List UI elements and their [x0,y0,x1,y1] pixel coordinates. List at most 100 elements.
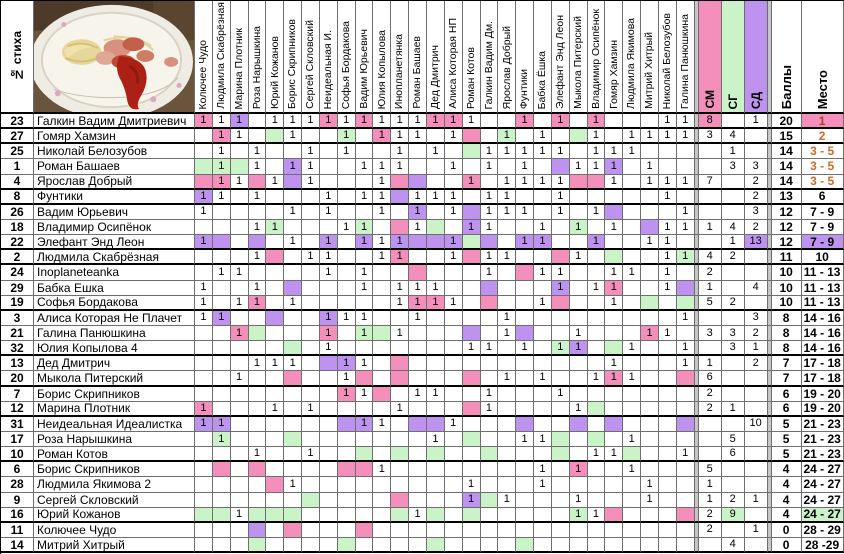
vote-cell [516,325,535,342]
vote-cell [248,492,267,508]
vote-cell: 1 [391,325,410,342]
vote-cell [641,462,659,478]
vote-cell [230,462,249,478]
vote-cell [319,386,338,402]
vote-cell [498,401,517,417]
vote-cell: 1 [195,280,213,296]
vote-cell [676,371,695,387]
vote-cell [302,325,320,342]
sg-value [721,280,745,296]
vote-cell [462,204,481,220]
separator [767,492,772,508]
vote-cell: 1 [373,250,392,266]
participant-name: Сергей Скловский [34,492,195,508]
sd-value: 1 [744,341,768,357]
vote-cell [498,235,517,251]
vote-cell [426,477,445,493]
sd-value: 1 [744,492,768,508]
sm-value: 4 [698,250,722,266]
vote-cell [569,204,588,220]
vote-cell [444,447,463,463]
vote-cell [676,507,695,523]
vote-cell [444,386,463,402]
place-value: 24 - 27 [801,462,844,478]
vote-cell [569,416,588,432]
vote-cell: 1 [569,325,588,342]
vote-cell [230,477,249,493]
vote-cell [355,371,374,387]
vote-cell: 1 [355,416,374,432]
vote-cell [676,144,695,160]
vote-cell: 1 [516,235,535,251]
poem-number: 10 [1,447,34,463]
vote-cell: 1 [641,325,659,342]
vote-cell [373,522,392,538]
vote-cell: 1 [373,129,392,145]
vote-cell [426,250,445,266]
vote-cell [248,416,267,432]
vote-cell [516,447,535,463]
sg-value: 1 [721,401,745,417]
vote-cell [444,537,463,554]
vote-cell [212,295,231,311]
vote-cell [480,325,499,342]
vote-cell [551,295,570,311]
vote-cell [516,129,535,145]
vote-cell: 1 [462,477,481,493]
vote-cell: 1 [195,310,213,326]
vote-cell [302,431,320,448]
vote-cell [444,462,463,478]
participant-name: Галина Панюшкина [34,325,195,342]
participant-name: Фунтики [34,189,195,205]
poem-number: 14 [1,537,34,554]
vote-cell [319,356,338,372]
score-value: 14 [771,159,802,175]
vote-cell [587,219,606,236]
vote-cell: 1 [551,386,570,402]
vote-cell [373,144,392,160]
sm-value [698,235,722,251]
separator [694,386,699,402]
poem-number: 12 [1,401,34,417]
vote-cell: 1 [676,310,695,326]
vote-cell: 1 [498,144,517,160]
vote-cell [409,371,427,387]
vote-cell [373,295,392,311]
vote-cell: 1 [623,265,642,281]
vote-cell [534,114,552,130]
vote-cell [587,492,606,508]
vote-cell: 1 [480,250,499,266]
vote-cell [641,295,659,311]
vote-cell: 1 [355,325,374,342]
vote-cell [605,250,624,266]
vote-cell [248,310,267,326]
vote-cell [480,447,499,463]
separator [694,204,699,220]
vote-cell [426,325,445,342]
vote-cell [284,280,303,296]
participant-name: Роза Нарышкина [34,431,195,448]
separator [767,325,772,342]
vote-cell: 1 [248,189,267,205]
judge-header: Марина Плотник [230,1,249,114]
vote-cell: 1 [516,144,535,160]
vote-cell [462,507,481,523]
vote-cell [426,310,445,326]
vote-cell [516,492,535,508]
vote-cell [605,522,624,538]
vote-cell: 1 [534,129,552,145]
vote-cell [569,310,588,326]
separator [694,492,699,508]
vote-cell [587,341,606,357]
vote-cell [337,416,356,432]
vote-cell [426,129,445,145]
sg-header: СГ [721,1,745,114]
participant-name: Владимир Осипёнок [34,219,195,236]
judge-header: Ярослав Добрый [498,1,517,114]
vote-cell [337,174,356,190]
vote-cell: 1 [212,310,231,326]
vote-cell: 1 [623,431,642,448]
vote-cell [605,114,624,130]
vote-cell: 1 [444,295,463,311]
